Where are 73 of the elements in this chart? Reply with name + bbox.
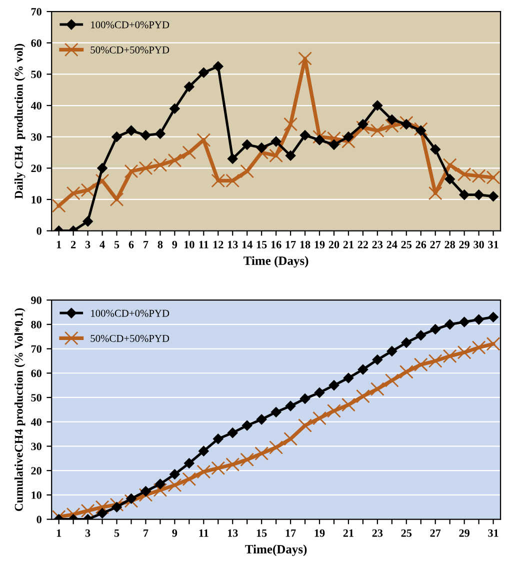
x-tick-label: 21 [343, 529, 354, 537]
x-tick-label: 3 [85, 240, 90, 248]
y-tick-label: 10 [32, 196, 42, 204]
x-tick-label: 21 [343, 240, 354, 248]
x-axis-title: Time (Days) [244, 256, 308, 268]
x-axis-title: Time(Days) [245, 544, 307, 556]
y-tick-label: 60 [31, 39, 42, 47]
x-tick-label: 1 [56, 529, 62, 537]
x-tick-label: 19 [314, 529, 325, 537]
x-tick-label: 31 [488, 529, 498, 537]
y-tick-label: 70 [31, 345, 42, 353]
y-tick-label: 20 [31, 467, 42, 475]
x-tick-label: 15 [256, 240, 267, 248]
y-tick-label: 30 [31, 133, 42, 141]
x-tick-label: 26 [416, 240, 426, 248]
legend-label: 100%CD+0%PYD [91, 21, 170, 28]
x-tick-label: 25 [401, 240, 412, 248]
x-tick-label: 17 [286, 529, 296, 537]
y-tick-label: 0 [36, 227, 42, 235]
x-tick-label: 29 [459, 240, 470, 248]
x-tick-label: 31 [488, 240, 498, 248]
y-tick-label: 90 [31, 296, 42, 304]
x-tick-label: 3 [85, 529, 90, 537]
y-tick-label: 60 [31, 370, 42, 378]
x-tick-label: 23 [372, 529, 383, 537]
x-tick-label: 29 [459, 529, 470, 537]
x-tick-label: 11 [199, 529, 208, 537]
legend-label: 50%CD+50%PYD [90, 334, 170, 342]
x-tick-label: 4 [100, 240, 105, 248]
x-tick-label: 30 [474, 240, 484, 248]
y-axis-title: Daily CH4 production (% vol) [14, 44, 26, 199]
x-tick-label: 14 [242, 240, 252, 248]
x-tick-label: 7 [144, 529, 148, 537]
y-tick-label: 40 [30, 102, 42, 110]
y-tick-label: 50 [31, 70, 42, 78]
x-tick-label: 20 [328, 240, 340, 248]
x-tick-label: 9 [172, 240, 178, 248]
x-tick-label: 13 [228, 240, 238, 248]
y-axis-title: CumulativeCH4 production (% Vol*0.1) [14, 308, 26, 511]
x-tick-label: 5 [114, 240, 120, 248]
x-tick-label: 10 [184, 240, 194, 248]
x-tick-label: 25 [401, 529, 412, 537]
x-tick-label: 5 [114, 529, 120, 537]
legend-label: 50%CD+50%PYD [90, 46, 170, 54]
x-tick-label: 7 [144, 240, 148, 248]
x-tick-label: 1 [56, 240, 62, 248]
y-tick-label: 70 [31, 8, 42, 16]
x-tick-label: 16 [271, 240, 282, 248]
y-tick-label: 40 [30, 418, 42, 426]
y-tick-label: 80 [31, 320, 42, 328]
y-tick-label: 20 [31, 164, 42, 172]
x-tick-label: 6 [128, 240, 134, 248]
x-tick-label: 28 [444, 240, 456, 248]
x-tick-label: 27 [430, 529, 441, 537]
x-tick-label: 22 [358, 240, 368, 248]
x-tick-label: 17 [286, 240, 296, 248]
y-tick-label: 50 [31, 394, 42, 402]
x-tick-label: 12 [213, 240, 224, 248]
x-tick-label: 15 [256, 529, 267, 537]
y-tick-label: 10 [32, 491, 42, 499]
x-tick-label: 9 [172, 529, 178, 537]
x-tick-label: 23 [372, 240, 383, 248]
x-tick-label: 11 [199, 240, 208, 248]
x-tick-label: 18 [300, 240, 310, 248]
x-tick-label: 27 [430, 240, 441, 248]
y-tick-label: 0 [36, 516, 42, 524]
x-tick-label: 24 [386, 240, 398, 248]
x-tick-label: 8 [158, 240, 163, 248]
y-tick-label: 30 [31, 442, 42, 450]
x-tick-label: 19 [314, 240, 325, 248]
x-tick-label: 13 [228, 529, 238, 537]
legend-label: 100%CD+0%PYD [91, 310, 170, 317]
x-tick-label: 2 [71, 240, 76, 248]
